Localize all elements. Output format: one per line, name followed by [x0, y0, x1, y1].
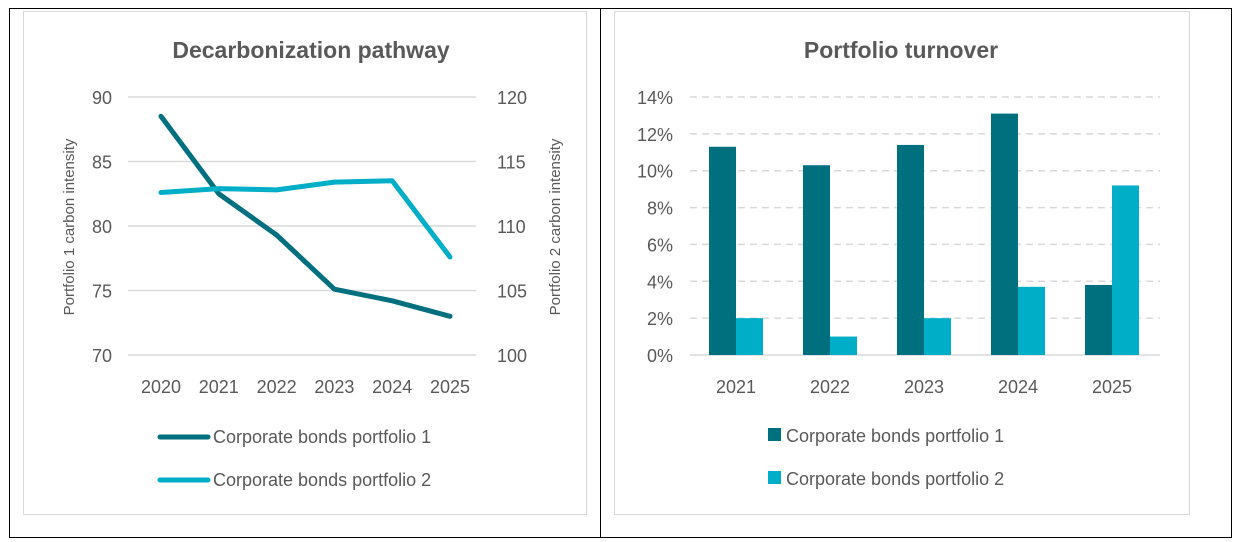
line-chart-x-tick-label: 2021 [199, 377, 239, 397]
bar-chart-y-tick-label: 10% [637, 162, 673, 182]
bar-chart-x-tick-label: 2022 [810, 377, 850, 397]
left-axis-tick-label: 90 [92, 88, 112, 108]
bar-chart-y-tick-label: 8% [647, 199, 673, 219]
legend-label-bar-series-1: Corporate bonds portfolio 1 [786, 426, 1004, 446]
right-axis-tick-label: 105 [497, 282, 527, 302]
legend-label-series-2: Corporate bonds portfolio 2 [213, 470, 431, 490]
bar-chart-y-tick-label: 12% [637, 125, 673, 145]
bar-chart-x-ticks: 2021 2022 2023 2024 2025 [716, 377, 1132, 397]
bar-series-1 [991, 113, 1018, 355]
line-chart-x-tick-label: 2024 [372, 377, 412, 397]
bar-chart-y-tick-label: 2% [647, 309, 673, 329]
line-series-1 [158, 113, 453, 319]
bar-series-2 [830, 336, 857, 355]
left-axis-tick-label: 80 [92, 217, 112, 237]
bar-chart: Portfolio turnover 0% 2% 4% 6% 8% 10% 12% 14% 2… [637, 37, 1160, 489]
bar-chart-legend: Corporate bonds portfolio 1 Corporate bo… [768, 426, 1004, 489]
legend-label-bar-series-2: Corporate bonds portfolio 2 [786, 469, 1004, 489]
bar-series-2 [1112, 185, 1139, 355]
line-chart-title: Decarbonization pathway [172, 37, 450, 63]
line-chart-x-tick-label: 2022 [257, 377, 297, 397]
bar-chart-y-ticks: 0% 2% 4% 6% 8% 10% 12% 14% [637, 88, 673, 366]
bar-chart-title: Portfolio turnover [804, 37, 998, 63]
right-axis-tick-label: 100 [497, 346, 527, 366]
line-chart-x-tick-label: 2023 [314, 377, 354, 397]
bar-series-2 [736, 318, 763, 355]
line-chart-x-ticks: 2020 2021 2022 2023 2024 2025 [141, 377, 470, 397]
left-axis-tick-label: 70 [92, 346, 112, 366]
legend-swatch-series-2 [768, 471, 781, 484]
bar-series-1 [803, 165, 830, 355]
bar-chart-y-tick-label: 6% [647, 235, 673, 255]
bar-chart-x-tick-label: 2024 [998, 377, 1038, 397]
right-axis-tick-label: 115 [497, 153, 526, 173]
line-chart-left-ticks: 70 75 80 85 90 [92, 88, 112, 366]
left-axis-title: Portfolio 1 carbon intensity [61, 138, 78, 315]
line-chart-x-tick-label: 2025 [430, 377, 470, 397]
line-chart-series [158, 113, 453, 319]
bar-chart-y-tick-label: 14% [637, 88, 673, 108]
bar-series-2 [1018, 286, 1045, 355]
legend-label-series-1: Corporate bonds portfolio 1 [213, 427, 431, 447]
bar-chart-x-tick-label: 2025 [1092, 377, 1132, 397]
bar-chart-x-tick-label: 2023 [904, 377, 944, 397]
right-axis-tick-label: 110 [497, 217, 526, 237]
bar-series-1 [709, 146, 736, 355]
legend-swatch-series-1 [768, 428, 781, 441]
bar-series-2 [924, 318, 951, 355]
line-chart-legend: Corporate bonds portfolio 1 Corporate bo… [157, 427, 431, 490]
bar-series-1 [1085, 284, 1112, 355]
right-axis-title: Portfolio 2 carbon intensity [547, 138, 564, 315]
line-series-2 [158, 178, 453, 260]
bar-chart-y-tick-label: 4% [647, 272, 673, 292]
bar-chart-bars [709, 113, 1139, 355]
line-chart-gridlines [128, 96, 476, 356]
bar-chart-x-tick-label: 2021 [716, 377, 756, 397]
left-axis-tick-label: 85 [92, 153, 112, 173]
bar-chart-y-tick-label: 0% [647, 346, 673, 366]
bar-series-1 [897, 144, 924, 355]
left-axis-tick-label: 75 [92, 282, 112, 302]
right-axis-tick-label: 120 [497, 88, 527, 108]
line-chart-right-ticks: 100 105 110 115 120 [497, 88, 527, 366]
line-chart-x-tick-label: 2020 [141, 377, 181, 397]
